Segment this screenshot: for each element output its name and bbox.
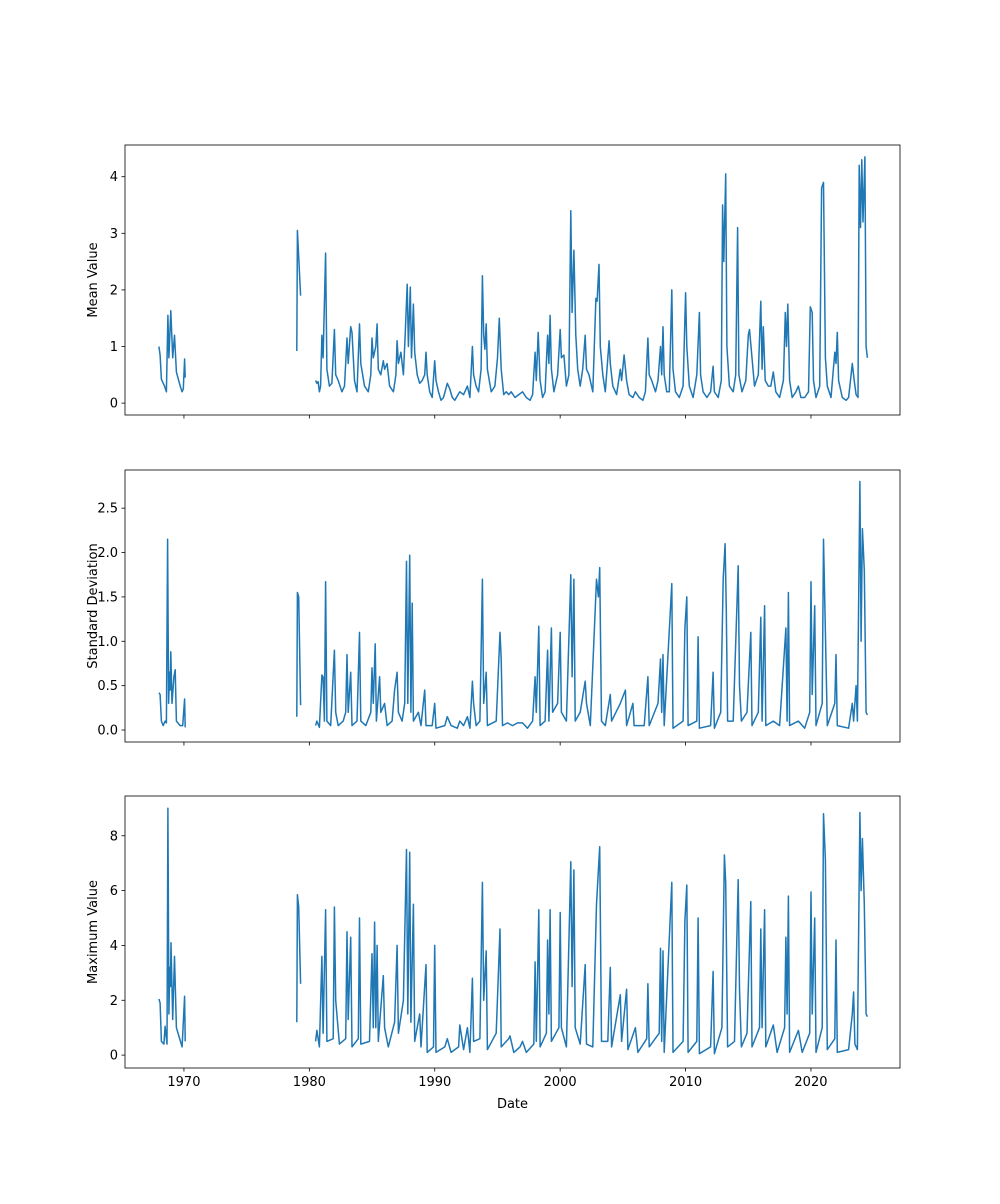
- x-axis-label: Date: [497, 1097, 528, 1112]
- max-subplot: 0 2 4 6 8 1970 1980 1990 2000 2010 2020 Maximum Val…: [86, 795, 901, 1112]
- std-axes-frame: [124, 469, 901, 743]
- x-tick-label: 1970: [167, 1075, 200, 1090]
- y-tick-label: 0: [110, 397, 118, 412]
- mean-y-axis-label: Mean Value: [86, 242, 101, 317]
- y-tick-label: 8: [110, 829, 118, 844]
- y-tick-label: 0.0: [97, 724, 118, 739]
- y-tick-label: 1: [110, 340, 118, 355]
- y-tick-label: 4: [110, 170, 118, 185]
- x-tick-label: 1980: [293, 1075, 326, 1090]
- y-tick-label: 3: [110, 227, 118, 242]
- y-tick-label: 0.5: [97, 679, 118, 694]
- y-tick-label: 2: [110, 994, 118, 1009]
- std-subplot: 0.0 0.5 1.0 1.5 2.0 2.5 Standard Deviation: [86, 469, 901, 746]
- std-y-axis-label: Standard Deviation: [86, 543, 101, 668]
- max-y-axis-label: Maximum Value: [86, 880, 101, 984]
- x-tick-label: 2000: [544, 1075, 577, 1090]
- y-tick-label: 0: [110, 1049, 118, 1064]
- x-tick-label: 1990: [418, 1075, 451, 1090]
- y-tick-label: 1.5: [97, 590, 118, 605]
- mean-subplot: 0 1 2 3 4 Mean Value: [86, 144, 901, 419]
- y-tick-label: 1.0: [97, 635, 118, 650]
- y-tick-label: 4: [110, 939, 118, 954]
- y-tick-label: 6: [110, 884, 118, 899]
- y-tick-label: 2.5: [97, 502, 118, 517]
- mean-series-line: [158, 156, 869, 402]
- std-series-line: [158, 480, 869, 729]
- x-tick-label: 2020: [794, 1075, 827, 1090]
- max-axes-frame: [124, 795, 901, 1069]
- y-tick-label: 2.0: [97, 546, 118, 561]
- mean-axes-frame: [124, 144, 901, 416]
- max-series-line: [158, 807, 869, 1055]
- x-tick-label: 2010: [669, 1075, 702, 1090]
- y-tick-label: 2: [110, 283, 118, 298]
